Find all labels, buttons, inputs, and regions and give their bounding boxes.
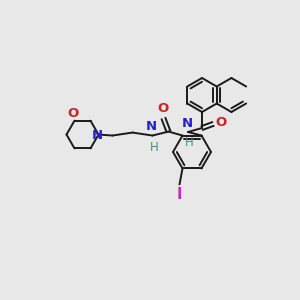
Text: N: N	[92, 129, 103, 142]
Text: H: H	[150, 140, 159, 154]
Text: O: O	[67, 107, 78, 120]
Text: N: N	[182, 117, 193, 130]
Text: O: O	[215, 116, 226, 130]
Text: O: O	[157, 101, 168, 115]
Text: H: H	[184, 136, 194, 149]
Text: I: I	[177, 188, 182, 202]
Text: N: N	[146, 119, 157, 133]
